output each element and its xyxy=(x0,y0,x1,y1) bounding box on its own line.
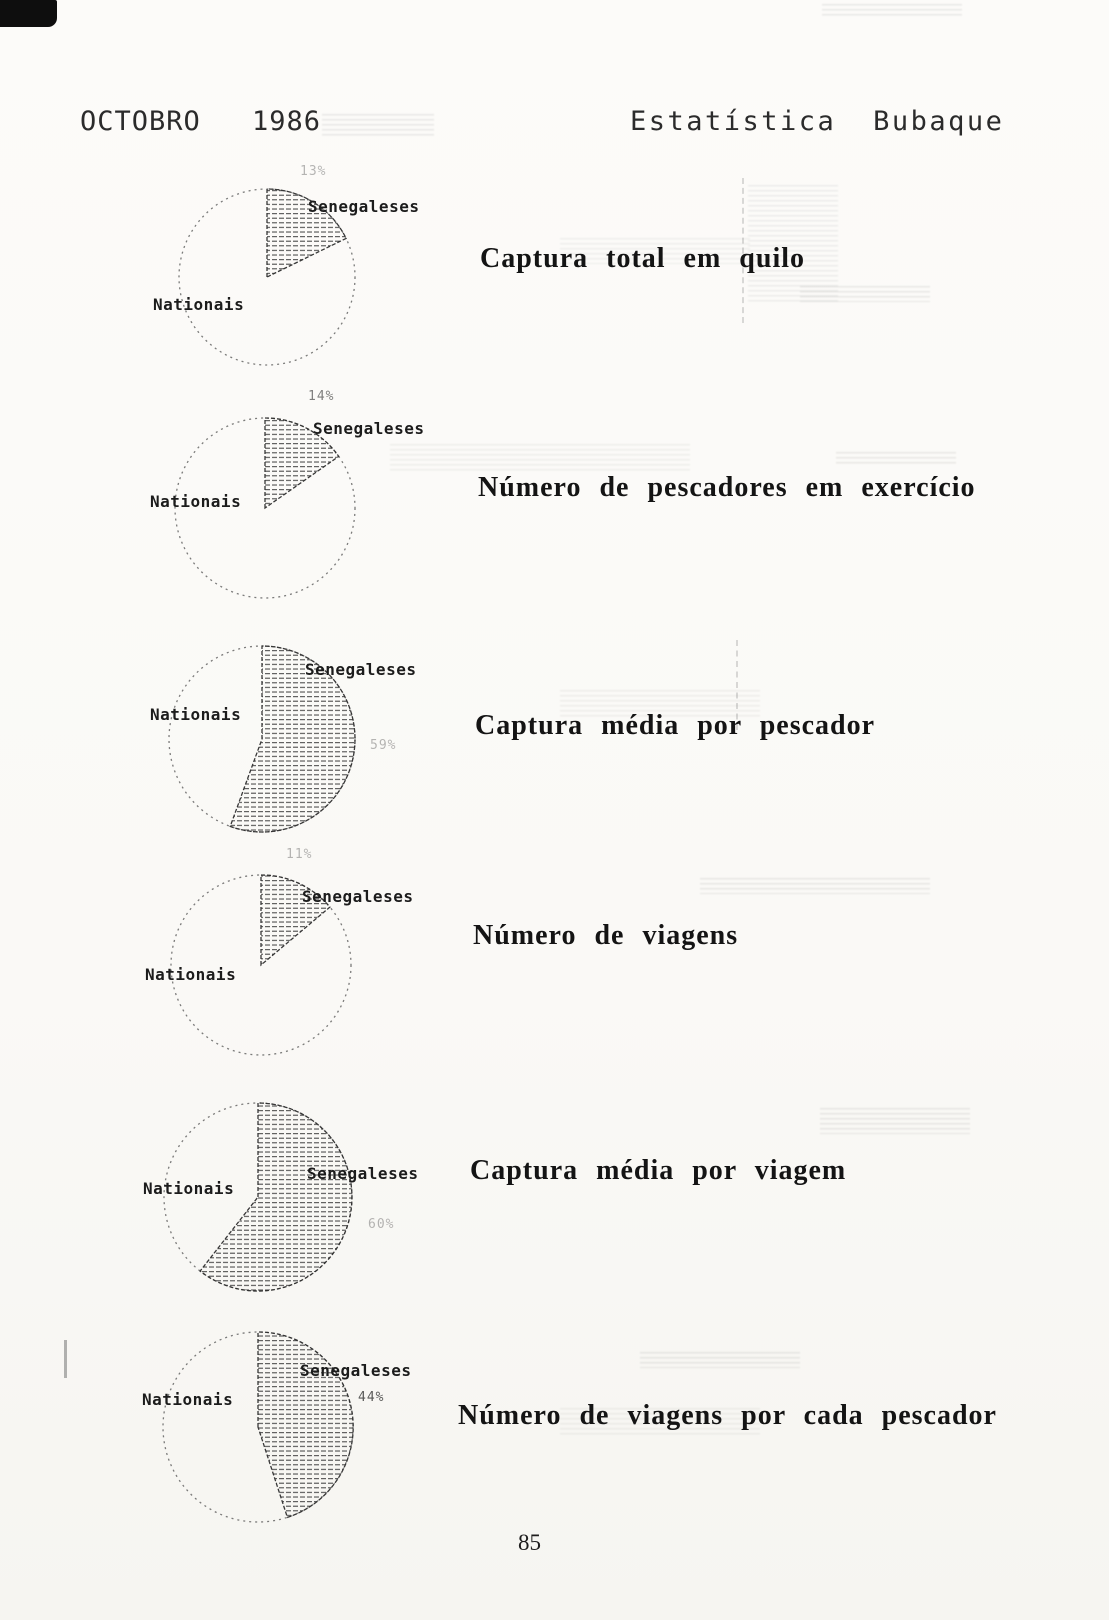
slice-label-senegaleses: Senegaleses xyxy=(300,1361,412,1380)
bleedthrough-smudge xyxy=(836,452,956,467)
pie-chart-5 xyxy=(163,1102,353,1292)
bleedthrough-ghost-pie xyxy=(742,178,744,323)
pie-chart-2 xyxy=(174,417,356,599)
bleedthrough-smudge xyxy=(560,1408,760,1438)
slice-label-nationais: Nationais xyxy=(145,965,237,984)
slice-pct-label: 44% xyxy=(358,1390,385,1405)
chart-caption-captura-media-viagem: Captura média por viagem xyxy=(470,1155,847,1186)
bleedthrough-ghost-pie xyxy=(748,185,838,305)
page-number: 85 xyxy=(518,1530,541,1555)
pie-chart-3 xyxy=(168,645,356,833)
chart-caption-num-viagens: Número de viagens xyxy=(473,920,739,951)
slice-label-senegaleses: Senegaleses xyxy=(308,197,420,216)
bleedthrough-smudge xyxy=(390,444,690,474)
pie-wedge-senegaleses xyxy=(264,417,340,510)
slice-label-nationais: Nationais xyxy=(142,1390,234,1409)
chart-caption-captura-media-pescador: Captura média por pescador xyxy=(475,710,876,741)
slice-label-senegaleses: Senegaleses xyxy=(305,660,417,679)
slice-pct-label: 11% xyxy=(286,847,313,862)
slice-label-nationais: Nationais xyxy=(150,492,242,511)
slice-label-nationais: Nationais xyxy=(153,295,245,314)
scan-artifact-smudge xyxy=(822,4,962,18)
bleedthrough-smudge xyxy=(700,878,930,894)
scan-artifact-corner xyxy=(0,0,57,27)
pie-chart-1 xyxy=(178,188,356,366)
slice-label-senegaleses: Senegaleses xyxy=(302,887,414,906)
slice-label-senegaleses: Senegaleses xyxy=(307,1164,419,1183)
chart-caption-num-pescadores: Número de pescadores em exercício xyxy=(478,472,976,503)
slice-label-senegaleses: Senegaleses xyxy=(313,419,425,438)
pie-wedge-senegaleses xyxy=(257,1331,354,1519)
bleedthrough-smudge xyxy=(820,1108,970,1134)
bleedthrough-smudge xyxy=(800,286,930,302)
pie-wedge-senegaleses xyxy=(199,1102,353,1292)
header-title: Estatística Bubaque xyxy=(630,106,1005,137)
header-month: OCTOBRO xyxy=(80,106,201,137)
bleedthrough-smudge xyxy=(322,114,434,136)
slice-pct-label: 59% xyxy=(370,738,397,753)
pie-chart-6 xyxy=(162,1331,354,1523)
bleedthrough-ghost-pie xyxy=(736,640,738,730)
header-year: 1986 xyxy=(252,106,322,137)
slice-pct-label: 60% xyxy=(368,1217,395,1232)
pie-wedge-senegaleses xyxy=(260,874,331,967)
pie-wedge-senegaleses xyxy=(266,188,347,279)
bleedthrough-smudge xyxy=(560,690,760,718)
bleedthrough-smudge xyxy=(560,238,750,264)
slice-pct-label: 13% xyxy=(300,164,327,179)
pie-outline xyxy=(174,417,356,599)
bleedthrough-smudge xyxy=(640,1352,800,1368)
chart-caption-captura-total: Captura total em quilo xyxy=(480,243,805,274)
slice-label-nationais: Nationais xyxy=(150,705,242,724)
slice-label-nationais: Nationais xyxy=(143,1179,235,1198)
scan-artifact-tick xyxy=(64,1340,67,1378)
pie-chart-4 xyxy=(170,874,352,1056)
pie-wedge-senegaleses xyxy=(229,645,356,833)
pie-outline xyxy=(170,874,352,1056)
chart-caption-viagens-por-pescador: Número de viagens por cada pescador xyxy=(458,1400,997,1431)
slice-pct-label: 14% xyxy=(308,389,335,404)
